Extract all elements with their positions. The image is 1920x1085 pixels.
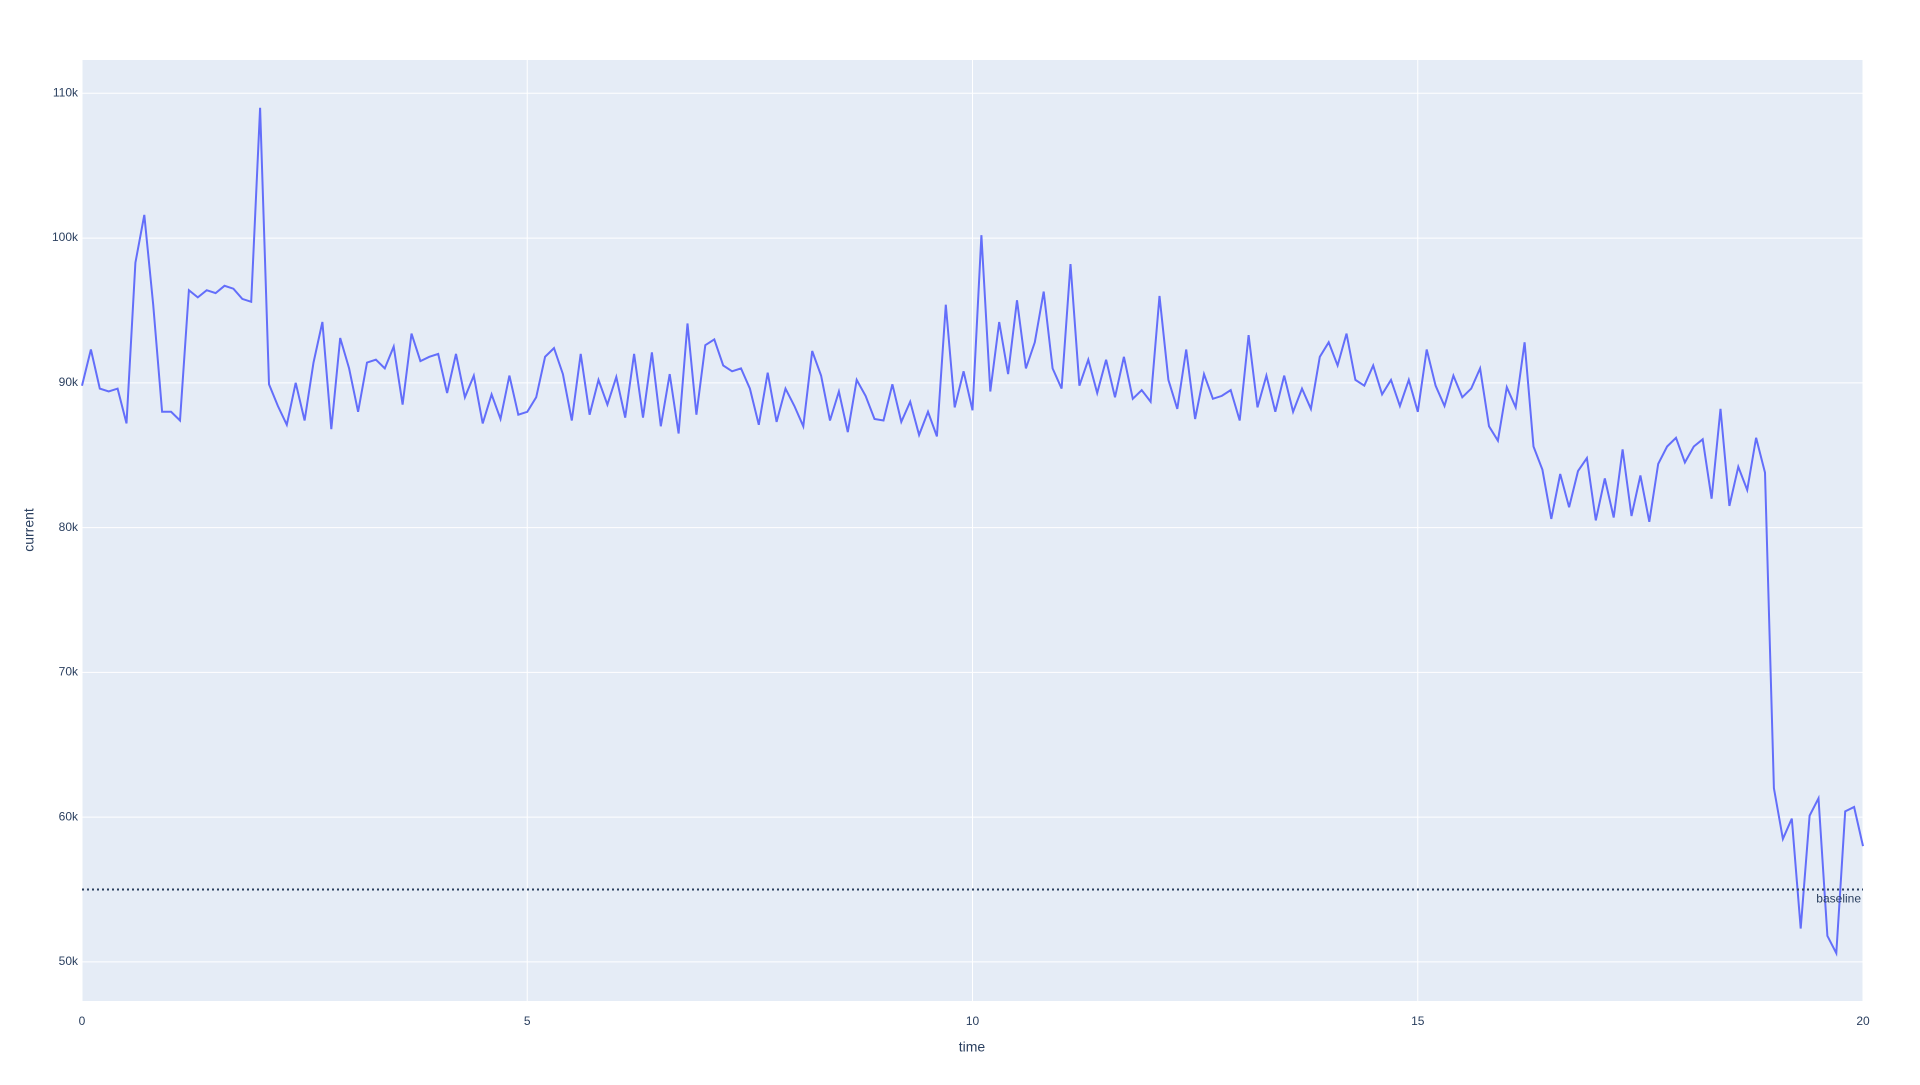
x-tick-label: 0 [79,1014,86,1028]
x-tick-label: 10 [966,1014,980,1028]
data-line [81,107,1864,957]
y-tick-label: 80k [59,520,79,534]
y-tick-label: 100k [52,230,79,244]
y-tick-label: 90k [59,375,79,389]
x-axis-title: time [959,1039,986,1055]
x-tick-label: 15 [1411,1014,1425,1028]
baseline-label: baseline [1816,892,1861,906]
x-tick-label: 5 [524,1014,531,1028]
y-tick-label: 60k [59,809,79,823]
y-tick-label: 50k [59,954,79,968]
y-tick-label: 70k [59,665,79,679]
y-tick-label: 110k [53,85,79,99]
y-axis-title: current [21,508,37,552]
x-tick-label: 20 [1856,1014,1870,1028]
